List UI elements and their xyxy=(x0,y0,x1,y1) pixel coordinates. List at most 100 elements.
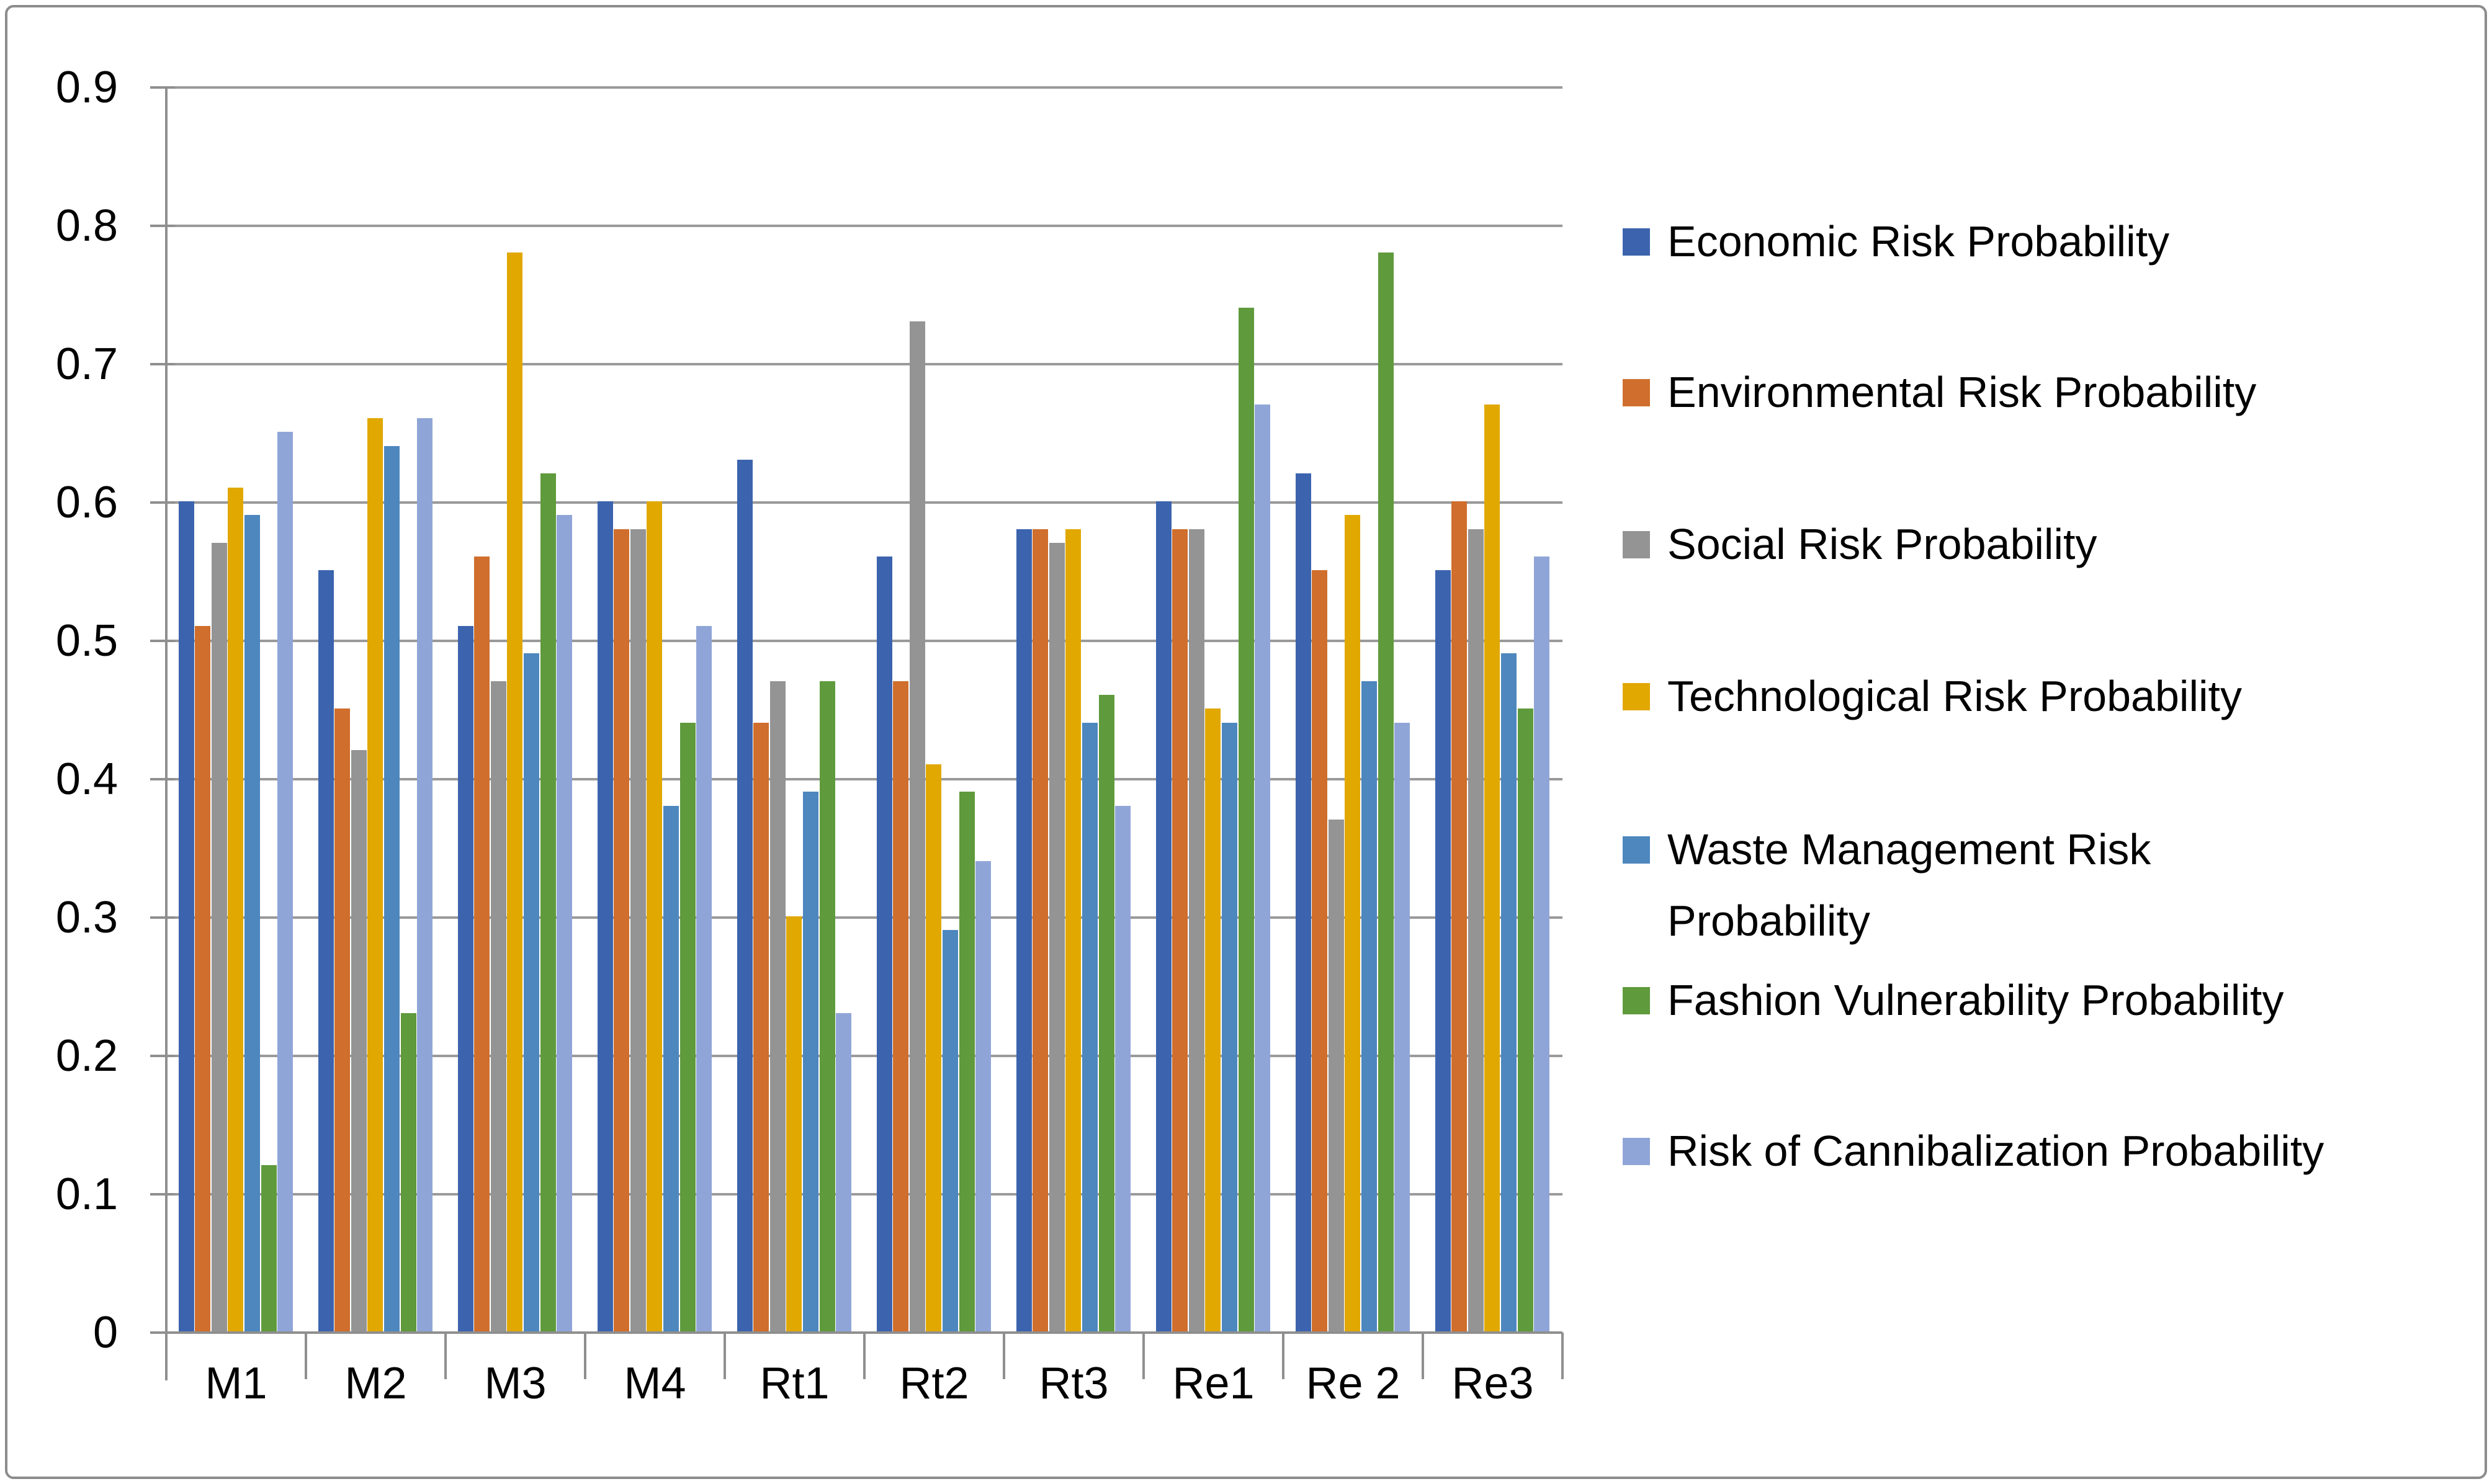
x-category-label: Rt1 xyxy=(760,1359,830,1408)
x-tick xyxy=(444,1333,447,1379)
bar-m1-technological xyxy=(228,488,243,1331)
bar-rt1-economic xyxy=(737,460,753,1331)
x-tick xyxy=(863,1333,866,1379)
legend-label: Waste Management Risk Probability xyxy=(1667,825,2151,945)
bar-rt2-fashion-vulnerability xyxy=(959,792,975,1331)
y-tick-label: 0.8 xyxy=(55,201,118,251)
bar-rt3-cannibalization xyxy=(1115,806,1131,1331)
x-tick xyxy=(1422,1333,1424,1379)
bar-m4-economic xyxy=(598,501,613,1331)
bar-m4-fashion-vulnerability xyxy=(680,723,696,1331)
bar-rt1-social xyxy=(770,681,786,1331)
bar-m1-environmental xyxy=(195,626,210,1331)
y-tick-0.9 xyxy=(150,86,175,89)
bar-re1-technological xyxy=(1205,708,1221,1331)
legend-item-social: Social Risk Probability xyxy=(1623,509,2097,580)
bar-m3-economic xyxy=(458,626,473,1331)
bar-m2-cannibalization xyxy=(417,418,433,1331)
legend-label: Social Risk Probability xyxy=(1667,520,2097,568)
legend-label: Risk of Cannibalization Probability xyxy=(1667,1127,2324,1175)
legend-item-environmental: Environmental Risk Probability xyxy=(1623,357,2256,428)
legend-swatch-technological xyxy=(1623,683,1650,710)
bar-m2-fashion-vulnerability xyxy=(401,1013,416,1331)
gridline-0.7 xyxy=(166,363,1562,365)
x-category-label: Re1 xyxy=(1172,1359,1255,1408)
bar-re3-cannibalization xyxy=(1534,556,1549,1331)
legend-item-economic: Economic Risk Probability xyxy=(1623,206,2169,277)
bar-m1-social xyxy=(212,543,227,1331)
bar-m4-cannibalization xyxy=(696,626,712,1331)
legend-swatch-fashion-vulnerability xyxy=(1623,987,1650,1014)
x-tick xyxy=(724,1333,726,1379)
legend-item-fashion-vulnerability: Fashion Vulnerability Probability xyxy=(1623,965,2284,1036)
gridline-0.6 xyxy=(166,501,1562,504)
bar-m2-economic xyxy=(318,570,334,1331)
gridline-0.4 xyxy=(166,778,1562,780)
bar-m2-environmental xyxy=(334,708,350,1331)
bar-re1-waste-management xyxy=(1222,723,1237,1331)
x-tick xyxy=(1282,1333,1284,1379)
bar-m4-environmental xyxy=(614,529,629,1331)
y-tick-label: 0.3 xyxy=(55,893,118,942)
bar-re1-fashion-vulnerability xyxy=(1239,308,1254,1331)
bar-m3-environmental xyxy=(474,556,490,1331)
y-tick-0.7 xyxy=(150,363,175,365)
x-tick xyxy=(1003,1333,1005,1379)
x-category-label: M4 xyxy=(624,1359,686,1408)
legend-label: Economic Risk Probability xyxy=(1667,217,2170,266)
bar-re3-fashion-vulnerability xyxy=(1518,708,1533,1331)
bar-re3-economic xyxy=(1435,570,1451,1331)
gridline-0.2 xyxy=(166,1055,1562,1057)
bar-rt1-environmental xyxy=(753,723,769,1331)
bar-rt3-waste-management xyxy=(1082,723,1098,1331)
y-tick-label: 0.1 xyxy=(55,1169,118,1219)
bar-rt3-fashion-vulnerability xyxy=(1099,695,1114,1331)
y-tick-label: 0.6 xyxy=(55,478,118,527)
bar-rt1-waste-management xyxy=(803,792,818,1331)
bar-rt2-waste-management xyxy=(943,930,958,1331)
bar-re1-environmental xyxy=(1172,529,1188,1331)
bar-m4-technological xyxy=(647,501,662,1331)
y-tick-0.2 xyxy=(150,1055,175,1057)
bar-rt2-environmental xyxy=(893,681,908,1331)
x-category-label: M3 xyxy=(484,1359,547,1408)
bar-rt2-social xyxy=(910,321,925,1331)
y-tick-label: 0.5 xyxy=(55,616,118,666)
bar-re-2-economic xyxy=(1296,473,1311,1331)
bar-re-2-social xyxy=(1329,820,1344,1331)
bar-m3-fashion-vulnerability xyxy=(540,473,556,1331)
x-axis-line xyxy=(166,1331,1562,1334)
legend-item-technological: Technological Risk Probability xyxy=(1623,661,2242,732)
legend-label: Fashion Vulnerability Probability xyxy=(1667,976,2284,1024)
bar-rt2-economic xyxy=(877,556,892,1331)
bar-m1-cannibalization xyxy=(277,432,293,1331)
bar-m1-economic xyxy=(179,501,194,1331)
bar-m4-waste-management xyxy=(663,806,679,1331)
gridline-0.8 xyxy=(166,225,1562,227)
x-tick xyxy=(584,1333,586,1379)
x-category-label: Re 2 xyxy=(1306,1359,1401,1408)
bar-m4-social xyxy=(630,529,646,1331)
bar-re3-waste-management xyxy=(1501,653,1517,1331)
bar-m3-technological xyxy=(507,253,522,1331)
x-category-label: M2 xyxy=(344,1359,407,1408)
bar-rt3-environmental xyxy=(1033,529,1048,1331)
x-category-label: Re3 xyxy=(1451,1359,1534,1408)
legend-swatch-environmental xyxy=(1623,379,1650,406)
bar-rt1-fashion-vulnerability xyxy=(820,681,835,1331)
y-tick-label: 0.2 xyxy=(55,1031,118,1081)
bar-m2-waste-management xyxy=(384,446,400,1331)
bar-rt2-technological xyxy=(926,764,941,1331)
legend-swatch-social xyxy=(1623,531,1650,558)
bar-re1-cannibalization xyxy=(1255,405,1270,1331)
x-category-label: Rt2 xyxy=(899,1359,969,1408)
y-tick-0.1 xyxy=(150,1193,175,1196)
bar-re1-social xyxy=(1189,529,1204,1331)
bar-re-2-environmental xyxy=(1312,570,1327,1331)
legend-swatch-economic xyxy=(1623,228,1650,256)
y-axis-line xyxy=(165,86,168,1380)
y-tick-0.5 xyxy=(150,640,175,642)
legend-swatch-waste-management xyxy=(1623,836,1650,864)
bar-rt1-cannibalization xyxy=(836,1013,851,1331)
bar-rt1-technological xyxy=(786,916,802,1331)
